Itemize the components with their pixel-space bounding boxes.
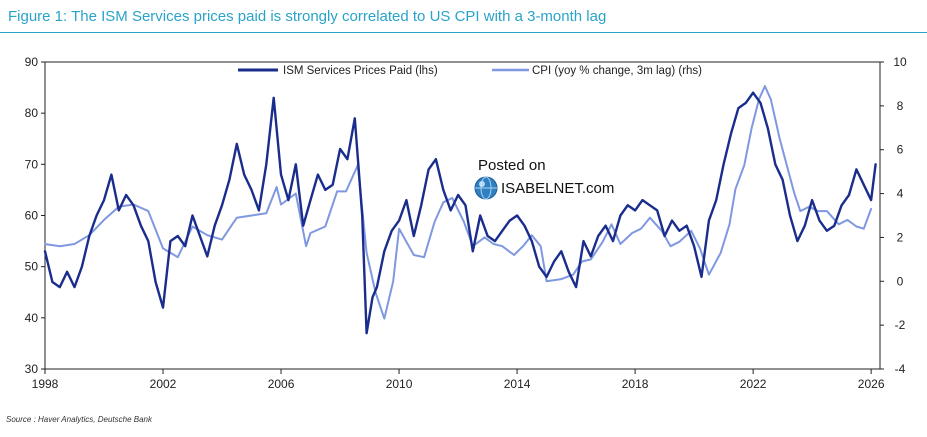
y-right-tick-label: 10 bbox=[893, 55, 907, 69]
x-tick-label: 2026 bbox=[858, 377, 885, 391]
title-divider bbox=[0, 32, 927, 33]
chart-title: Figure 1: The ISM Services prices paid i… bbox=[8, 8, 607, 25]
x-tick-label: 2006 bbox=[268, 377, 295, 391]
x-tick-label: 1998 bbox=[32, 377, 59, 391]
y-left-tick-label: 70 bbox=[25, 157, 39, 171]
legend-label-ism: ISM Services Prices Paid (lhs) bbox=[283, 65, 438, 77]
globe-icon bbox=[474, 176, 498, 200]
legend-label-cpi: CPI (yoy % change, 3m lag) (rhs) bbox=[532, 65, 702, 77]
y-left-tick-label: 50 bbox=[25, 260, 39, 274]
series-line-cpi bbox=[44, 85, 873, 320]
series-line-ism bbox=[43, 91, 877, 335]
y-right-tick-label: -2 bbox=[895, 318, 906, 332]
y-right-tick-label: 0 bbox=[897, 274, 904, 288]
y-right-tick-label: -4 bbox=[895, 362, 906, 376]
y-left-tick-label: 60 bbox=[25, 209, 39, 223]
x-tick-label: 2018 bbox=[622, 377, 649, 391]
y-left-tick-label: 30 bbox=[25, 362, 39, 376]
x-axis: 1998 2002 2006 2010 2014 2018 2022 2026 bbox=[32, 369, 885, 391]
plot-frame bbox=[44, 61, 881, 370]
watermark: Posted on ISABELNET.com bbox=[474, 157, 614, 200]
watermark-line1: Posted on bbox=[478, 157, 546, 174]
y-left-tick-label: 90 bbox=[25, 55, 39, 69]
y-right-tick-label: 6 bbox=[897, 143, 904, 157]
x-tick-label: 2002 bbox=[150, 377, 177, 391]
y-right-tick-label: 8 bbox=[897, 99, 904, 113]
y-left-tick-label: 40 bbox=[25, 311, 39, 325]
x-tick-label: 2014 bbox=[504, 377, 531, 391]
x-tick-label: 2022 bbox=[740, 377, 767, 391]
right-y-axis: -4 -2 0 2 4 6 8 10 bbox=[880, 55, 907, 376]
series-lines bbox=[43, 85, 877, 335]
legend: ISM Services Prices Paid (lhs) CPI (yoy … bbox=[238, 65, 702, 77]
watermark-line2: ISABELNET.com bbox=[501, 180, 614, 197]
y-left-tick-label: 80 bbox=[25, 106, 39, 120]
y-right-tick-label: 4 bbox=[897, 187, 904, 201]
left-y-axis: 30 40 50 60 70 80 90 bbox=[25, 55, 45, 376]
y-right-tick-label: 2 bbox=[897, 230, 904, 244]
source-note: Source : Haver Analytics, Deutsche Bank bbox=[6, 415, 152, 424]
x-tick-label: 2010 bbox=[386, 377, 413, 391]
